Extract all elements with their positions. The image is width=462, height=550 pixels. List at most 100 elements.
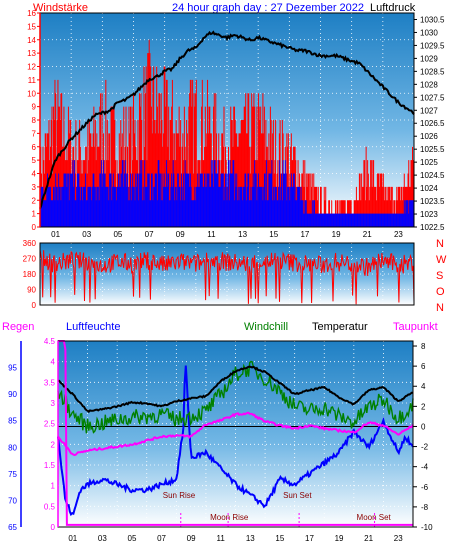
pressure-tick: 1023: [420, 210, 438, 219]
temperature-tick: -10: [421, 523, 433, 532]
event-label: Moon Rise: [210, 513, 249, 522]
rain-tick: 0.5: [44, 502, 56, 511]
humidity-axis-title: Luftfeuchte: [66, 321, 120, 333]
humidity-tick: 65: [8, 523, 17, 532]
temperature-tick: -6: [421, 483, 429, 492]
rain-tick: 2.5: [44, 420, 56, 429]
humidity-tick: 75: [8, 470, 17, 479]
wind-speed-tick: 6: [32, 143, 37, 152]
humidity-tick: 95: [8, 364, 17, 373]
wind-speed-tick: 4: [32, 170, 37, 179]
temperature-tick: 8: [421, 342, 426, 351]
hour-tick-panel1: 09: [176, 230, 185, 239]
hour-tick-panel3: 17: [305, 534, 314, 543]
pressure-tick: 1026.5: [420, 119, 445, 128]
wind-speed-tick: 11: [28, 76, 37, 85]
direction-label: O: [436, 286, 445, 298]
wind-speed-tick: 8: [32, 116, 37, 125]
windchill-legend: Windchill: [244, 321, 288, 333]
pressure-tick: 1027.5: [420, 93, 445, 102]
hour-tick-panel1: 11: [207, 230, 216, 239]
direction-tick: 90: [27, 286, 36, 295]
rain-tick: 4: [51, 358, 56, 367]
wind-direction-line: [39, 249, 415, 305]
wind-speed-axis-title: Windstärke: [33, 2, 88, 14]
hour-tick-panel1: 07: [145, 230, 154, 239]
humidity-tick: 70: [8, 496, 17, 505]
wind-speed-tick: 13: [27, 49, 36, 58]
pressure-tick: 1025: [420, 158, 438, 167]
hour-tick-panel3: 15: [275, 534, 284, 543]
wind-speed-tick: 15: [27, 22, 36, 31]
pressure-tick: 1029.5: [420, 41, 445, 50]
dewpoint-legend: Taupunkt: [393, 321, 438, 333]
hour-tick-panel1: 01: [51, 230, 60, 239]
direction-label: N: [436, 238, 444, 250]
pressure-tick: 1022.5: [420, 223, 445, 232]
temperature-tick: 4: [421, 382, 426, 391]
pressure-tick: 1030.5: [420, 15, 445, 24]
pressure-tick: 1028.5: [420, 67, 445, 76]
pressure-tick: 1030: [420, 28, 438, 37]
rain-tick: 3.5: [44, 378, 56, 387]
hour-tick-panel1: 19: [332, 230, 341, 239]
temperature-tick: 0: [421, 422, 426, 431]
pressure-tick: 1024: [420, 184, 438, 193]
pressure-tick: 1029: [420, 54, 438, 63]
rain-tick: 0: [51, 523, 56, 532]
chart-title: 24 hour graph day : 27 Dezember 2022: [172, 2, 364, 14]
hour-tick-panel3: 21: [364, 534, 373, 543]
hour-tick-panel1: 03: [82, 230, 91, 239]
windchill-line: [57, 360, 414, 434]
temperature-tick: -8: [421, 503, 429, 512]
wind-speed-tick: 3: [32, 183, 37, 192]
wind-speed-tick: 1: [32, 210, 37, 219]
pressure-line: [39, 30, 415, 209]
wind-speed-tick: 16: [27, 9, 36, 18]
humidity-tick: 85: [8, 417, 17, 426]
pressure-tick: 1025.5: [420, 145, 445, 154]
hour-tick-panel3: 07: [157, 534, 166, 543]
hour-tick-panel1: 23: [394, 230, 403, 239]
wind-speed-tick: 12: [27, 63, 36, 72]
hour-tick-panel3: 11: [217, 534, 226, 543]
panel2-frame: [39, 242, 415, 306]
direction-label: N: [436, 302, 444, 314]
hour-tick-panel1: 21: [363, 230, 372, 239]
wind-speed-tick: 5: [32, 156, 37, 165]
pressure-tick: 1024.5: [420, 171, 445, 180]
hour-tick-panel1: 15: [269, 230, 278, 239]
wind-speed-tick: 14: [27, 36, 36, 45]
hour-tick-panel1: 13: [238, 230, 247, 239]
hour-tick-panel3: 01: [68, 534, 77, 543]
temperature-line: [57, 365, 414, 414]
hour-tick-panel1: 17: [300, 230, 309, 239]
direction-tick: 270: [23, 255, 37, 264]
pressure-tick: 1026: [420, 132, 438, 141]
dewpoint-line: [57, 411, 414, 457]
pressure-tick: 1027: [420, 106, 438, 115]
direction-tick: 0: [32, 301, 37, 310]
hour-tick-panel1: 05: [113, 230, 122, 239]
wind-speed-tick: 0: [32, 223, 37, 232]
temperature-tick: 6: [421, 362, 426, 371]
rain-tick: 2: [51, 440, 56, 449]
wind-speed-tick: 9: [32, 103, 37, 112]
hour-tick-panel3: 19: [335, 534, 344, 543]
direction-tick: 360: [23, 239, 37, 248]
temperature-legend: Temperatur: [312, 321, 368, 333]
direction-label: S: [436, 270, 443, 282]
rain-axis-title: Regen: [2, 321, 34, 333]
hour-tick-panel3: 09: [187, 534, 196, 543]
rain-tick: 4.5: [44, 337, 56, 346]
pressure-tick: 1028: [420, 80, 438, 89]
temperature-tick: -4: [421, 463, 429, 472]
humidity-tick: 90: [8, 390, 17, 399]
pressure-tick: 1023.5: [420, 197, 445, 206]
hour-tick-panel3: 05: [128, 534, 137, 543]
direction-tick: 180: [23, 270, 37, 279]
wind-speed-tick: 7: [32, 129, 37, 138]
event-label: Sun Set: [283, 491, 312, 500]
temperature-tick: -2: [421, 443, 429, 452]
event-label: Sun Rise: [163, 491, 196, 500]
